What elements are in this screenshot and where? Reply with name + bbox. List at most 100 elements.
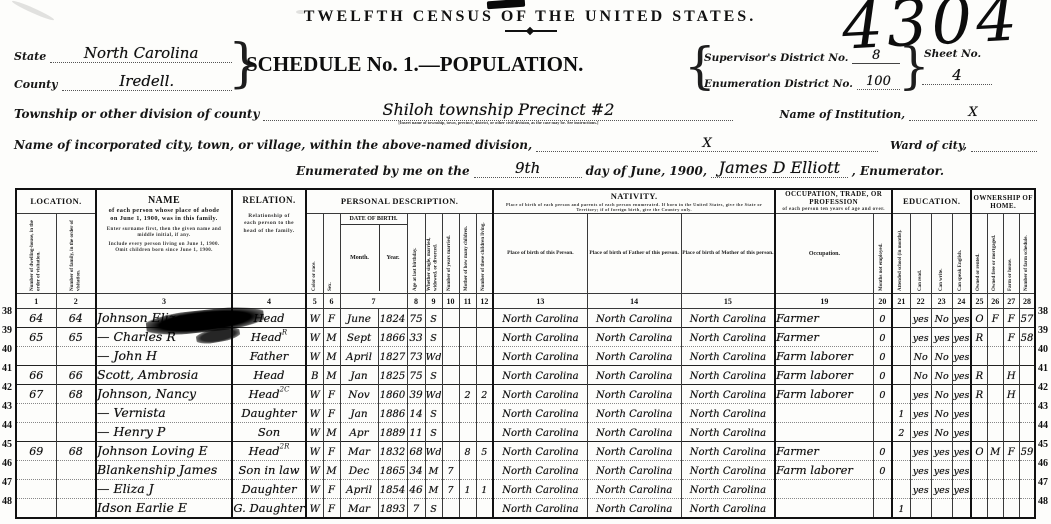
- cell-age: 14: [406, 403, 426, 424]
- cell-sex: F: [322, 308, 341, 329]
- cell-family-no: [55, 460, 97, 481]
- schedule-title: SCHEDULE No. 1.—POPULATION.: [246, 52, 584, 76]
- cell-birth-year: 1893: [377, 498, 408, 519]
- cell-sex: F: [322, 384, 341, 405]
- cell-free-mortgaged: [986, 384, 1004, 405]
- column-number: 25: [970, 293, 988, 310]
- cell-relation: Son: [231, 422, 307, 443]
- cell-marital: Wd: [424, 346, 443, 367]
- cell-farm-house: [1002, 498, 1020, 519]
- cell-birthplace: North Carolina: [492, 498, 588, 519]
- cell-birth-month: Sept: [339, 327, 379, 348]
- cell-free-mortgaged: F: [986, 308, 1004, 329]
- cell-dwelling-no: 66: [15, 365, 57, 386]
- cell-occupation: Farm laborer: [774, 384, 874, 405]
- row-number: 38: [2, 306, 12, 317]
- cell-years-married: [441, 308, 460, 329]
- cell-mother-birthplace: North Carolina: [680, 498, 776, 519]
- cell-father-birthplace: North Carolina: [586, 327, 682, 348]
- personal-description-heading: PERSONAL DESCRIPTION.: [305, 188, 494, 215]
- row-numbers-left: 38 39 40 41 42 43 44 45 46 47 48: [0, 306, 14, 515]
- cell-owned-rented: R: [970, 384, 988, 405]
- township-note: [Insert name of township, town, precinct…: [398, 120, 599, 125]
- column-number: 2: [55, 293, 97, 310]
- row-number: 42: [2, 382, 12, 393]
- nativity-note: Place of birth of each person and parent…: [506, 201, 763, 213]
- cell-marital: S: [424, 327, 443, 348]
- cell-occupation: [774, 403, 874, 424]
- cell-can-read: No: [909, 365, 932, 386]
- row-number: 43: [2, 401, 12, 412]
- column-number: 23: [930, 293, 953, 310]
- cell-marital: S: [424, 498, 443, 519]
- cell-occupation: Farmer: [774, 308, 874, 329]
- cell-children-living: [475, 422, 494, 443]
- cell-can-write: yes: [930, 460, 953, 481]
- township-value: Shiloh township Precinct #2: [382, 100, 615, 119]
- cell-birth-month: Jan: [339, 365, 379, 386]
- cell-name: — Eliza J: [95, 479, 233, 500]
- cell-attended-school: 1: [891, 498, 911, 519]
- cell-birthplace: North Carolina: [492, 384, 588, 405]
- cell-dwelling-no: 65: [15, 327, 57, 348]
- col-dwelling-header: Number of dwelling-house, in the order o…: [15, 213, 57, 295]
- cell-sex: M: [322, 422, 341, 443]
- census-title: TWELFTH CENSUS OF THE UNITED STATES.: [303, 8, 757, 25]
- cell-free-mortgaged: [986, 422, 1004, 443]
- cell-dwelling-no: [15, 403, 57, 424]
- supervisor-district-value: 8: [852, 48, 900, 64]
- cell-father-birthplace: North Carolina: [586, 460, 682, 481]
- education-heading: EDUCATION.: [891, 188, 972, 215]
- cell-can-read: yes: [909, 441, 932, 462]
- supervisor-district-label: Supervisor's District No.: [704, 52, 849, 64]
- cell-mother-birthplace: North Carolina: [680, 346, 776, 367]
- cell-farm-schedule: [1018, 403, 1036, 424]
- col-farm-house-header: Farm or house.: [1002, 213, 1020, 295]
- cell-birth-year: 1865: [377, 460, 408, 481]
- relation-superscript: R: [281, 328, 288, 337]
- row-number: 43: [1038, 401, 1048, 412]
- cell-years-married: [441, 346, 460, 367]
- cell-free-mortgaged: [986, 365, 1004, 386]
- cell-free-mortgaged: [986, 346, 1004, 367]
- cell-speaks-english: yes: [951, 460, 972, 481]
- cell-occupation: Farm laborer: [774, 365, 874, 386]
- column-number: 22: [909, 293, 932, 310]
- cell-children-living: [475, 403, 494, 424]
- cell-relation: Head2C: [231, 384, 307, 405]
- row-number: 47: [2, 477, 12, 488]
- cell-owned-rented: R: [970, 327, 988, 348]
- cell-owned-rented: [970, 460, 988, 481]
- cell-free-mortgaged: [986, 327, 1004, 348]
- cell-owned-rented: O: [970, 441, 988, 462]
- column-number: 27: [1002, 293, 1020, 310]
- cell-can-read: yes: [909, 308, 932, 329]
- cell-dwelling-no: [15, 479, 57, 500]
- cell-name: — Vernista: [95, 403, 233, 424]
- cell-birth-month: April: [339, 346, 379, 367]
- township-label: Township or other division of county: [14, 107, 260, 121]
- cell-age: 75: [406, 308, 426, 329]
- col-father-birthplace-header: Place of birth of Father of this person.: [586, 213, 682, 295]
- sheet-no-value: 4: [922, 66, 992, 85]
- relation-heading: RELATION.: [242, 195, 296, 205]
- column-number: 11: [458, 293, 477, 310]
- cell-marital: S: [424, 403, 443, 424]
- institution-label: Name of Institution,: [779, 108, 906, 121]
- cell-years-married: [441, 403, 460, 424]
- col-years-married-header: Number of years married.: [441, 213, 460, 295]
- cell-family-no: 64: [55, 308, 97, 329]
- cell-sex: M: [322, 327, 341, 348]
- cell-occupation: [774, 479, 874, 500]
- cell-name: Johnson, Nancy: [95, 384, 233, 405]
- row-number: 44: [1038, 420, 1048, 431]
- cell-father-birthplace: North Carolina: [586, 384, 682, 405]
- cell-can-write: No: [930, 308, 953, 329]
- cell-mother-of: [458, 403, 477, 424]
- cell-can-write: No: [930, 403, 953, 424]
- cell-birthplace: North Carolina: [492, 327, 588, 348]
- township-line: Township or other division of county Shi…: [14, 100, 1037, 125]
- dob-heading: DATE OF BIRTH.: [341, 215, 407, 226]
- cell-father-birthplace: North Carolina: [586, 403, 682, 424]
- name-note: Enter surname first, then the given name…: [106, 226, 222, 239]
